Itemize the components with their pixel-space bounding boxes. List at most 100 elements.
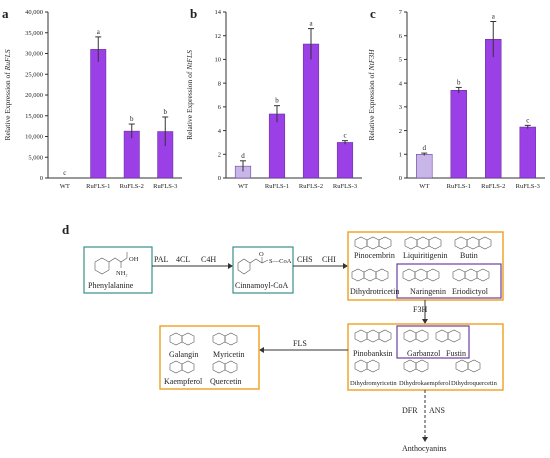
y-tick-label: 1 — [399, 151, 402, 158]
significance-label: d — [423, 144, 427, 152]
y-tick-label: 6 — [399, 33, 403, 40]
y-tick-label: 4 — [218, 128, 222, 135]
dihydroflavonol-structures — [354, 329, 481, 373]
naringenin-group-box — [396, 263, 502, 299]
y-tick-label: 0 — [40, 175, 43, 182]
significance-label: b — [275, 97, 279, 105]
y-tick-label: 4 — [399, 80, 403, 87]
enzyme-pal: PAL — [154, 255, 168, 264]
y-tick-label: 0 — [399, 175, 402, 182]
dihydromyricetin-label: Dihydromyricetin — [350, 380, 397, 387]
x-tick-label: RuFLS-3 — [333, 183, 357, 190]
svg-text:S—CoA: S—CoA — [269, 258, 292, 265]
significance-label: c — [63, 169, 66, 177]
enzyme-f3h: F3H — [413, 305, 427, 314]
garbanzol-label: Garbanzol — [407, 349, 441, 358]
y-tick-label: 2 — [218, 151, 221, 158]
dihydroquercetin-label: Dihydroquercetin — [451, 380, 498, 387]
naringenin-label: Naringenin — [410, 287, 446, 296]
garbanzol-fustin-box — [396, 325, 470, 359]
significance-label: b — [130, 115, 134, 123]
cinnamoyl-structure: O S—CoA — [237, 251, 292, 275]
phenylalanine-structure: OH NH₂ — [94, 252, 139, 277]
y-tick-label: 35,000 — [25, 30, 43, 37]
significance-label: c — [526, 116, 529, 124]
y-tick-label: 0 — [218, 175, 221, 182]
phenylalanine-label: Phenylalanine — [88, 281, 134, 290]
x-tick-label: RuFLS-2 — [481, 183, 505, 190]
y-tick-label: 15,000 — [25, 113, 43, 120]
y-tick-label: 14 — [215, 9, 222, 16]
panel-label-a: a — [2, 6, 9, 21]
enzyme-fls: FLS — [293, 339, 307, 348]
significance-label: a — [309, 20, 313, 28]
y-tick-label: 12 — [215, 33, 222, 40]
x-tick-label: RuFLS-1 — [265, 183, 289, 190]
kaempferol-label: Kaempferol — [164, 377, 203, 386]
y-axis-label: Relative Expression of RuFLS — [3, 49, 12, 140]
x-tick-label: WT — [238, 183, 248, 190]
flavonols-box — [159, 325, 260, 390]
enzyme-4cl: 4CL — [176, 255, 190, 264]
significance-label: c — [343, 132, 346, 140]
enzyme-chi: CHI — [322, 255, 336, 264]
eriodictyol-label: Eriodictyol — [452, 287, 489, 296]
fustin-label: Fustin — [446, 349, 466, 358]
bar-RuFLS-1 — [268, 113, 286, 179]
x-tick-label: RuFLS-2 — [299, 183, 323, 190]
y-tick-label: 2 — [399, 128, 402, 135]
y-tick-label: 10,000 — [25, 134, 43, 141]
liquiritigenin-label: Liquiritigenin — [403, 251, 447, 260]
flavanone-structures — [351, 236, 492, 282]
significance-label: d — [241, 152, 245, 160]
chart-a-expression-RuFLS: 0 5,000 10,000 15,000 20,000 25,000 30,000 35,0… — [3, 9, 182, 190]
pinobanksin-label: Pinobanksin — [353, 349, 393, 358]
chart-b-expression-NtFLS: 0 2 4 6 8 10 12 14 Relative Expression of NtFLS d… — [185, 9, 362, 190]
bar-RuFLS-1 — [450, 90, 467, 179]
y-axis-label: Relative Expression of NtF3H — [367, 49, 376, 141]
butin-label: Butin — [460, 251, 478, 260]
y-axis-label: Relative Expression of NtFLS — [185, 50, 194, 140]
enzyme-ans: ANS — [429, 406, 445, 415]
enzyme-c4h: C4H — [201, 255, 216, 264]
enzyme-chs: CHS — [297, 255, 313, 264]
dihydrotricetin-label: Dihydrotricetin — [350, 287, 399, 296]
dihydrokaempferol-label: Dihydrokaempferol — [399, 380, 450, 387]
bar-RuFLS-2 — [485, 39, 502, 179]
x-tick-label: RuFLS-3 — [153, 183, 177, 190]
x-tick-label: RuFLS-1 — [447, 183, 471, 190]
y-tick-label: 7 — [399, 9, 403, 16]
bar-RuFLS-3 — [336, 142, 354, 179]
bar-RuFLS-1 — [90, 49, 107, 179]
x-tick-label: RuFLS-2 — [120, 183, 144, 190]
panel-label-c: c — [370, 6, 376, 21]
significance-label: b — [164, 108, 168, 116]
cinnamoyl-coa-label: Cinnamoyl-CoA — [235, 281, 289, 290]
flavonol-structures — [169, 332, 238, 374]
x-tick-label: RuFLS-1 — [86, 183, 110, 190]
significance-label: a — [492, 12, 496, 20]
cinnamoyl-coa-box — [232, 246, 294, 294]
anthocyanins-label: Anthocyanins — [402, 444, 446, 453]
y-tick-label: 8 — [218, 80, 221, 87]
significance-label: a — [97, 28, 101, 36]
bar-RuFLS-3 — [519, 126, 536, 179]
pinocembrin-label: Pinocembrin — [354, 251, 395, 260]
panel-label-d: d — [62, 222, 70, 237]
y-tick-label: 5,000 — [28, 154, 43, 161]
quercetin-label: Quercetin — [210, 377, 242, 386]
svg-text:O: O — [259, 251, 264, 258]
myricetin-label: Myricetin — [213, 350, 245, 359]
panel-label-b: b — [190, 6, 197, 21]
svg-text:OH: OH — [129, 256, 139, 263]
significance-label: b — [457, 78, 461, 86]
enzyme-dfr: DFR — [402, 406, 418, 415]
y-tick-label: 40,000 — [25, 9, 43, 16]
x-tick-label: WT — [60, 183, 70, 190]
y-tick-label: 3 — [399, 104, 402, 111]
svg-text:NH₂: NH₂ — [116, 270, 128, 277]
x-tick-label: WT — [419, 183, 429, 190]
bar-RuFLS-2 — [302, 43, 320, 179]
y-tick-label: 6 — [218, 104, 222, 111]
